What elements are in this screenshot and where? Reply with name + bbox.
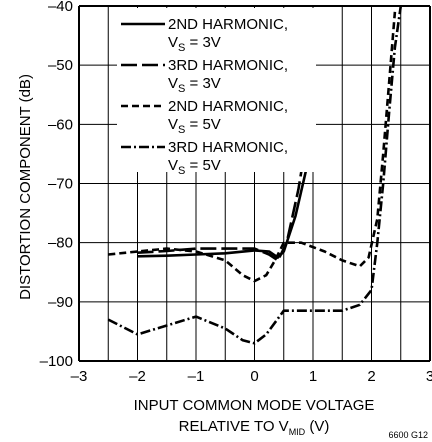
series-line-3 bbox=[108, 11, 397, 283]
y-axis-label: DISTORTION COMPONENT (dB) bbox=[17, 74, 34, 300]
x-tick-label: 1 bbox=[309, 368, 317, 385]
y-tick-label: –80 bbox=[48, 235, 73, 252]
legend-background bbox=[117, 8, 316, 172]
x-tick-label: –3 bbox=[71, 368, 88, 385]
legend-label-line2: VS = 3V bbox=[168, 75, 221, 95]
legend-label-line1: 3RD HARMONIC, bbox=[168, 139, 288, 156]
x-tick-label: –1 bbox=[188, 368, 205, 385]
series-line-4 bbox=[107, 5, 403, 345]
legend-label-line1: 2ND HARMONIC, bbox=[168, 98, 288, 115]
x-axis-label-line2: RELATIVE TO VMID (V) bbox=[179, 418, 330, 437]
legend-label-line1: 2ND HARMONIC, bbox=[168, 16, 288, 33]
x-tick-label: –2 bbox=[129, 368, 146, 385]
x-tick-label: 0 bbox=[250, 368, 258, 385]
x-axis-ticks: –3 –2 –1 0 1 2 3 bbox=[71, 368, 432, 385]
figure-code: 6600 G12 bbox=[388, 430, 428, 440]
y-tick-label: –70 bbox=[48, 176, 73, 193]
y-tick-label: –40 bbox=[48, 0, 73, 15]
y-tick-label: –90 bbox=[48, 294, 73, 311]
y-axis-ticks: –100 –90 –80 –70 –60 –50 –40 bbox=[40, 0, 73, 370]
legend-label-line1: 3RD HARMONIC, bbox=[168, 57, 288, 74]
series-line-1 bbox=[137, 153, 315, 259]
y-tick-label: –50 bbox=[48, 57, 73, 74]
legend-label-line2: VS = 5V bbox=[168, 157, 221, 177]
x-tick-label: 3 bbox=[426, 368, 432, 385]
x-axis-label-suffix: (V) bbox=[305, 418, 329, 435]
x-axis-label-prefix: RELATIVE TO V bbox=[179, 418, 289, 435]
legend-label-line2: VS = 3V bbox=[168, 34, 221, 54]
y-tick-label: –60 bbox=[48, 116, 73, 133]
y-tick-label: –100 bbox=[40, 353, 73, 370]
x-tick-label: 2 bbox=[367, 368, 375, 385]
legend-label-line2: VS = 5V bbox=[168, 116, 221, 136]
x-axis-label-sub: MID bbox=[289, 427, 306, 437]
x-axis-label-line1: INPUT COMMON MODE VOLTAGE bbox=[134, 397, 375, 414]
